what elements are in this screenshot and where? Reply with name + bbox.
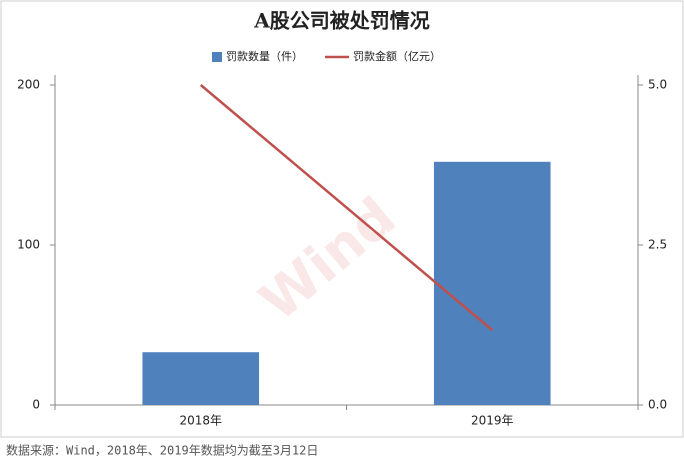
source-note: 数据来源：Wind，2018年、2019年数据均为截至3月12日 [6,443,318,458]
chart-frame [0,0,684,438]
y2-tick-label: 2.5 [648,238,667,252]
legend-label: 罚款金额（亿元） [353,49,441,63]
chart-title: A股公司被处罚情况 [253,9,430,33]
line [199,84,494,332]
y-tick-label: 200 [17,78,40,92]
y2-tick-label: 5.0 [648,78,667,92]
y2-tick-label: 0.0 [648,398,667,412]
y-tick-label: 100 [17,238,40,252]
bar [433,161,551,405]
x-tick-label: 2018年 [179,414,222,428]
x-tick-label: 2019年 [471,414,514,428]
bar [142,352,260,405]
y-tick-label: 0 [32,398,40,412]
legend-label: 罚款数量（件） [226,49,303,63]
legend-swatch [212,52,222,62]
